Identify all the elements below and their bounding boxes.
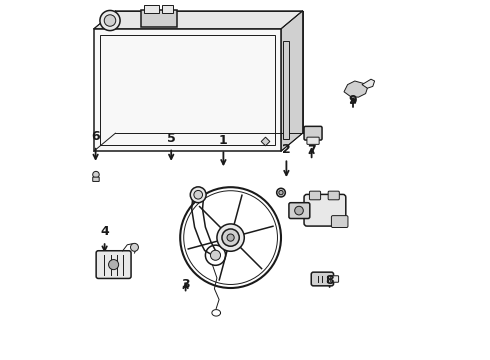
Polygon shape: [281, 11, 303, 151]
Circle shape: [194, 190, 202, 199]
Text: 3: 3: [181, 278, 190, 291]
Circle shape: [130, 243, 139, 251]
FancyBboxPatch shape: [304, 126, 322, 140]
FancyBboxPatch shape: [331, 276, 339, 282]
Polygon shape: [362, 79, 374, 88]
Circle shape: [210, 250, 221, 260]
FancyBboxPatch shape: [93, 177, 99, 181]
Text: 5: 5: [167, 132, 175, 145]
FancyBboxPatch shape: [96, 251, 131, 279]
FancyBboxPatch shape: [100, 35, 274, 145]
Text: 7: 7: [307, 144, 316, 157]
Circle shape: [100, 10, 120, 31]
Text: 4: 4: [100, 225, 109, 238]
Circle shape: [93, 171, 99, 178]
FancyBboxPatch shape: [307, 137, 319, 144]
FancyBboxPatch shape: [144, 5, 159, 13]
FancyBboxPatch shape: [304, 194, 346, 226]
Polygon shape: [94, 11, 303, 29]
Circle shape: [190, 187, 206, 203]
Text: 8: 8: [325, 274, 334, 287]
Circle shape: [277, 188, 285, 197]
Text: 2: 2: [282, 143, 291, 156]
Circle shape: [109, 260, 119, 270]
FancyBboxPatch shape: [328, 191, 339, 200]
Text: 1: 1: [219, 134, 228, 147]
FancyBboxPatch shape: [310, 191, 320, 200]
Circle shape: [227, 234, 234, 241]
FancyBboxPatch shape: [94, 29, 281, 151]
Circle shape: [279, 190, 283, 195]
Circle shape: [294, 206, 303, 215]
Polygon shape: [261, 137, 270, 146]
FancyBboxPatch shape: [289, 203, 310, 219]
FancyBboxPatch shape: [141, 10, 176, 27]
FancyBboxPatch shape: [283, 41, 289, 139]
FancyBboxPatch shape: [331, 216, 348, 228]
Text: 6: 6: [91, 130, 100, 143]
Circle shape: [222, 229, 239, 246]
Polygon shape: [344, 81, 368, 97]
FancyBboxPatch shape: [162, 5, 173, 13]
Circle shape: [217, 224, 245, 251]
Circle shape: [104, 15, 116, 26]
Text: 9: 9: [349, 94, 357, 107]
FancyBboxPatch shape: [311, 272, 334, 286]
